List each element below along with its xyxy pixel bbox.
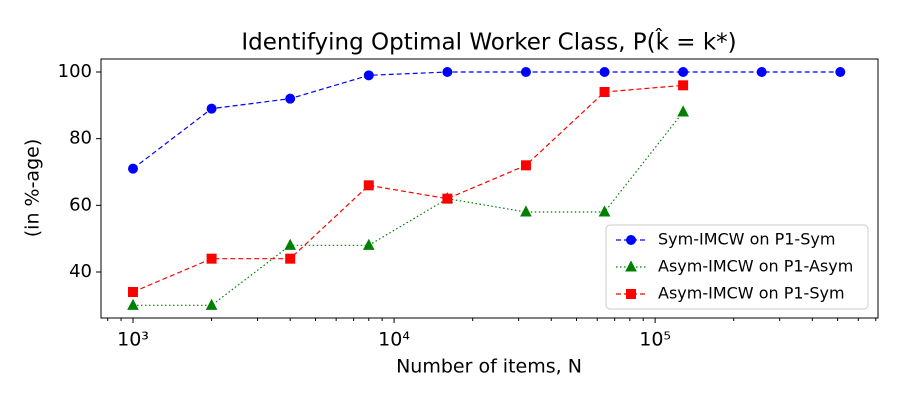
marker	[520, 205, 532, 217]
y-axis-label: (in %-age)	[22, 139, 44, 238]
marker	[128, 163, 139, 174]
y-tick-label: 100	[58, 61, 92, 82]
marker	[206, 253, 217, 264]
marker	[677, 105, 689, 117]
marker	[127, 298, 139, 310]
marker	[205, 298, 218, 310]
marker	[520, 67, 531, 77]
legend-label: Asym-IMCW on P1-Asym	[658, 257, 853, 276]
x-tick-label: 10³	[117, 329, 149, 351]
legend-marker	[626, 235, 636, 245]
legend-marker	[625, 260, 637, 272]
marker	[598, 205, 611, 217]
series-line	[133, 111, 684, 306]
marker	[363, 70, 374, 81]
marker	[442, 193, 453, 204]
marker	[442, 67, 453, 77]
marker	[678, 67, 689, 77]
marker	[835, 67, 846, 77]
y-tick-label: 60	[69, 194, 92, 215]
marker	[520, 160, 531, 171]
series-line	[132, 71, 841, 170]
marker	[599, 87, 610, 97]
legend-box	[605, 224, 869, 310]
plot-frame	[100, 58, 879, 319]
series-line	[132, 84, 684, 293]
marker	[599, 67, 610, 77]
x-tick-label: 10⁴	[378, 329, 410, 351]
marker	[285, 93, 296, 104]
marker	[206, 103, 217, 114]
x-tick-label: 10⁵	[639, 329, 671, 351]
marker	[756, 67, 767, 77]
legend-label: Sym-IMCW on P1-Sym	[658, 230, 835, 249]
marker	[362, 238, 375, 250]
marker	[363, 180, 374, 191]
marker	[128, 287, 139, 297]
y-tick-label: 40	[69, 261, 92, 282]
chart-title: Identifying Optimal Worker Class, P(k̂ =…	[241, 28, 736, 55]
x-axis-label: Number of items, N	[396, 356, 582, 378]
marker	[284, 238, 297, 250]
legend: Sym-IMCW on P1-Sym Asym-IMCW on P1-Asym As…	[605, 224, 869, 310]
marker	[678, 80, 689, 91]
legend-label: Asym-IMCW on P1-Sym	[658, 284, 845, 303]
legend-marker	[626, 289, 636, 299]
marker	[285, 253, 296, 264]
y-tick-label: 80	[69, 128, 92, 149]
